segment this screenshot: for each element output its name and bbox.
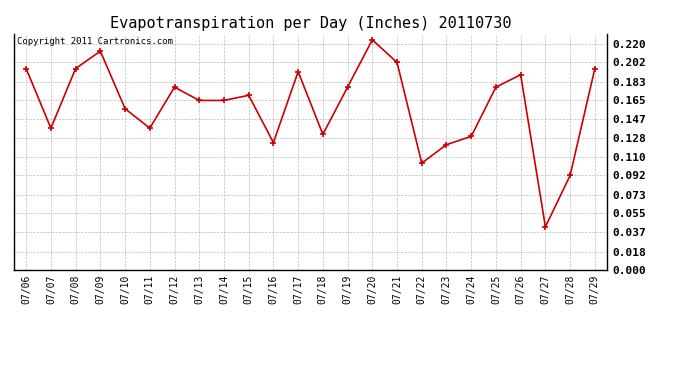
Text: Copyright 2011 Cartronics.com: Copyright 2011 Cartronics.com (17, 37, 172, 46)
Title: Evapotranspiration per Day (Inches) 20110730: Evapotranspiration per Day (Inches) 2011… (110, 16, 511, 31)
